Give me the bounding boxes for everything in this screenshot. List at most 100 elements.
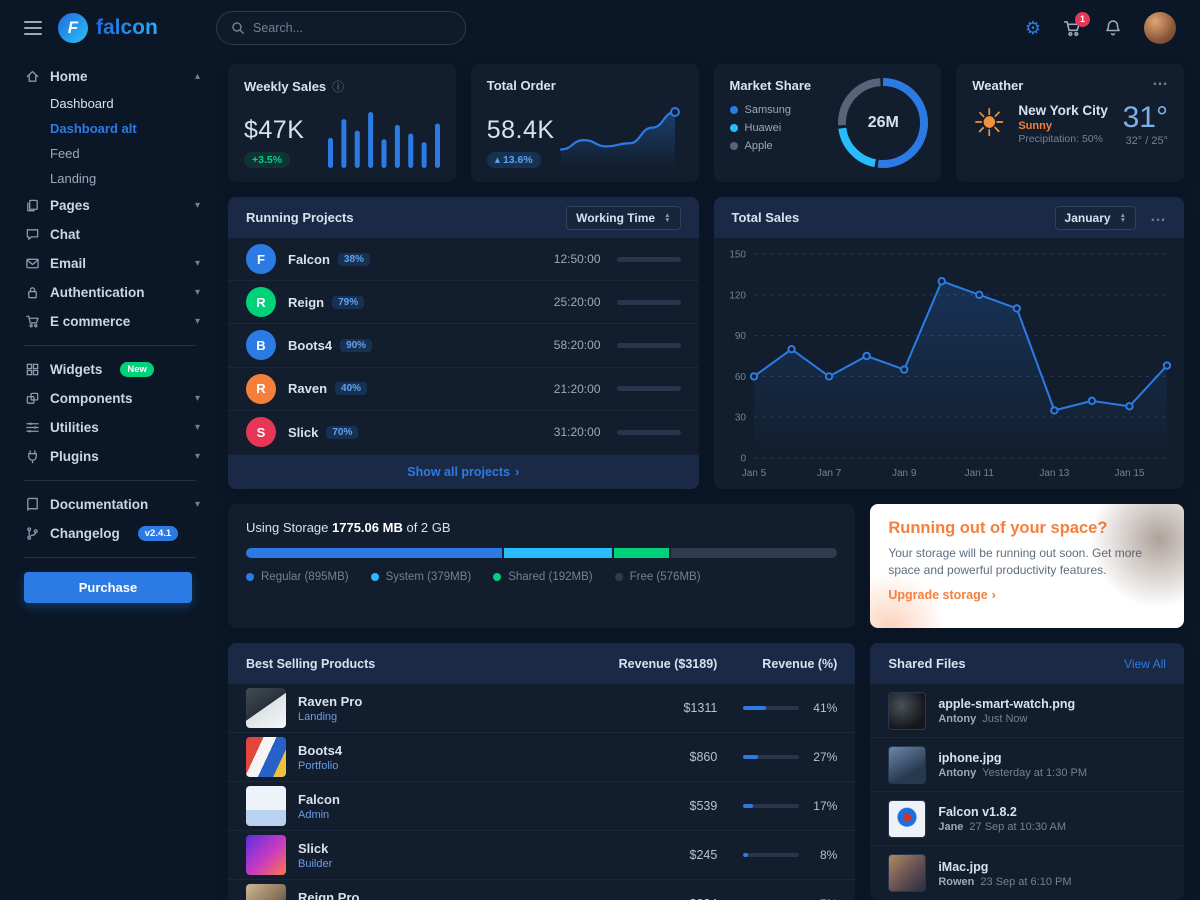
weekly-sales-change-badge: +3.5% bbox=[244, 152, 291, 168]
working-time-select[interactable]: Working Time ▲ ▼ bbox=[566, 205, 681, 230]
legend-item: Apple bbox=[729, 140, 926, 152]
sidebar-item-dashboard-alt[interactable]: Dashboard alt bbox=[50, 121, 137, 136]
sidebar-item-plugins[interactable]: Plugins ▾ bbox=[0, 442, 216, 471]
sidebar-toggle-button[interactable] bbox=[24, 21, 42, 35]
notifications-button[interactable] bbox=[1104, 19, 1122, 37]
shared-file-row[interactable]: apple-smart-watch.png Antony Just Now bbox=[870, 684, 1184, 738]
legend-dot bbox=[246, 572, 254, 581]
settings-gear-icon[interactable]: ⚙ bbox=[1024, 18, 1041, 38]
sidebar-item-label: Authentication bbox=[50, 285, 145, 300]
product-row[interactable]: Slick Builder $245 8% bbox=[228, 831, 856, 880]
market-share-card: Market Share Samsung Huawei Apple 26M bbox=[713, 64, 942, 182]
sidebar-item-landing[interactable]: Landing bbox=[50, 171, 97, 186]
legend-item: Free (576MB) bbox=[614, 571, 701, 583]
plugins-icon bbox=[24, 449, 40, 464]
product-row[interactable]: Boots4 Portfolio $860 27% bbox=[228, 733, 856, 782]
search-box bbox=[216, 11, 466, 45]
sidebar-item-label: Changelog bbox=[50, 526, 120, 541]
chevron-down-icon: ▾ bbox=[194, 451, 200, 462]
product-category-link[interactable]: Landing bbox=[298, 710, 338, 723]
revenue-progress bbox=[743, 706, 800, 710]
weekly-sales-body: $47K +3.5% bbox=[244, 110, 440, 168]
product-thumbnail bbox=[246, 737, 286, 777]
product-revenue: $234 bbox=[577, 897, 718, 900]
weather-card: Weather … ☀ New York City Sunny Precipit… bbox=[956, 64, 1184, 182]
project-row[interactable]: S Slick 70% 31:20:00 bbox=[228, 411, 699, 454]
cart-button[interactable]: 1 bbox=[1063, 11, 1090, 38]
product-category-link[interactable]: Builder bbox=[298, 857, 333, 870]
project-row[interactable]: R Raven 40% 21:20:00 bbox=[228, 368, 699, 411]
top-navbar: F falcon ⚙ 1 bbox=[0, 0, 1200, 56]
storage-label: Using Storage 1775.06 MB of 2 GB bbox=[246, 520, 451, 535]
pages-icon bbox=[24, 198, 40, 213]
navbar-left: F falcon bbox=[0, 13, 216, 43]
project-name: Slick bbox=[288, 424, 319, 440]
shared-file-row[interactable]: iMac.jpg Rowen 23 Sep at 6:10 PM bbox=[870, 846, 1184, 900]
shared-file-row[interactable]: Falcon v1.8.2 Jane 27 Sep at 10:30 AM bbox=[870, 792, 1184, 846]
product-row[interactable]: Falcon Admin $539 17% bbox=[228, 782, 856, 831]
sidebar-item-dashboard[interactable]: Dashboard bbox=[50, 96, 114, 111]
sidebar-item-changelog[interactable]: Changelog v2.4.1 bbox=[0, 519, 216, 548]
month-select[interactable]: January ▲ ▼ bbox=[1054, 205, 1136, 230]
sidebar-item-label: Pages bbox=[50, 198, 90, 213]
project-row[interactable]: B Boots4 90% 58:20:00 bbox=[228, 324, 699, 368]
total-order-value: 58.4K bbox=[486, 116, 555, 144]
project-row[interactable]: R Reign 79% 25:20:00 bbox=[228, 281, 699, 325]
sidebar-item-email[interactable]: Email ▾ bbox=[0, 249, 216, 278]
sidebar-item-components[interactable]: Components ▾ bbox=[0, 384, 216, 413]
shared-file-row[interactable]: iphone.jpg Antony Yesterday at 1:30 PM bbox=[870, 738, 1184, 792]
shared-files-card: Shared Files View All apple-smart-watch.… bbox=[870, 643, 1184, 900]
sidebar-item-ecommerce[interactable]: E commerce ▾ bbox=[0, 307, 216, 336]
total-sales-line-chart: 0 30 60 90 120 150 Jan 5 Jan 7 Jan 9 Jan 11 Jan 13… bbox=[720, 244, 1175, 482]
total-sales-controls: January ▲ ▼ … bbox=[1054, 205, 1166, 230]
svg-text:Jan 7: Jan 7 bbox=[816, 468, 841, 479]
version-badge: v2.4.1 bbox=[137, 526, 179, 541]
view-all-link[interactable]: View All bbox=[1124, 656, 1166, 671]
sidebar-item-home[interactable]: Home ▴ bbox=[0, 62, 216, 91]
search-input[interactable] bbox=[253, 21, 451, 35]
chevron-down-icon: ▾ bbox=[194, 422, 200, 433]
show-all-projects-link[interactable]: Show all projects › bbox=[228, 455, 699, 489]
sort-arrows-icon: ▲ ▼ bbox=[664, 211, 671, 224]
info-icon[interactable]: ⓘ bbox=[332, 80, 345, 94]
purchase-button[interactable]: Purchase bbox=[24, 572, 192, 603]
file-thumbnail bbox=[888, 799, 927, 838]
navbar-actions: ⚙ 1 bbox=[1024, 11, 1176, 44]
product-row[interactable]: Raven Pro Landing $1311 41% bbox=[228, 684, 856, 733]
sidebar-item-authentication[interactable]: Authentication ▾ bbox=[0, 278, 216, 307]
sidebar-item-feed[interactable]: Feed bbox=[50, 146, 80, 161]
sidebar-item-chat[interactable]: Chat bbox=[0, 220, 216, 249]
storage-card: Using Storage 1775.06 MB of 2 GB Regular… bbox=[228, 504, 856, 628]
user-avatar[interactable] bbox=[1144, 12, 1176, 44]
best-selling-card: Best Selling Products Revenue ($3189) Re… bbox=[228, 643, 856, 900]
product-category-link[interactable]: Portfolio bbox=[298, 759, 339, 772]
sidebar-item-utilities[interactable]: Utilities ▾ bbox=[0, 413, 216, 442]
sidebar-item-widgets[interactable]: Widgets New bbox=[0, 355, 216, 384]
svg-text:30: 30 bbox=[734, 413, 746, 424]
file-name: Falcon v1.8.2 bbox=[938, 805, 1017, 819]
more-options-icon[interactable]: … bbox=[1152, 72, 1168, 89]
file-owner: Rowen bbox=[938, 875, 975, 888]
more-options-icon[interactable]: … bbox=[1150, 208, 1166, 226]
sidebar-item-pages[interactable]: Pages ▾ bbox=[0, 191, 216, 220]
upgrade-storage-link[interactable]: Upgrade storage › bbox=[888, 587, 996, 602]
file-owner: Antony bbox=[938, 713, 977, 725]
project-percent-badge: 79% bbox=[332, 295, 365, 309]
svg-text:Jan 9: Jan 9 bbox=[891, 468, 916, 479]
sidebar-item-label: Plugins bbox=[50, 449, 99, 464]
product-category-link[interactable]: Admin bbox=[298, 808, 330, 821]
revenue-percent: 7% bbox=[809, 897, 837, 900]
brand-logo[interactable]: F falcon bbox=[58, 13, 158, 43]
shared-files-title: Shared Files bbox=[888, 656, 966, 671]
sidebar-item-documentation[interactable]: Documentation ▾ bbox=[0, 490, 216, 519]
file-thumbnail bbox=[888, 691, 927, 730]
product-row[interactable]: Reign ProAgency $234 7% bbox=[228, 880, 855, 900]
project-row[interactable]: F Falcon 38% 12:50:00 bbox=[228, 238, 699, 282]
total-order-spark-chart bbox=[555, 104, 683, 168]
product-thumbnail bbox=[246, 688, 286, 728]
weather-temperature: 31° bbox=[1122, 101, 1168, 134]
project-progress bbox=[616, 429, 681, 435]
home-icon bbox=[24, 69, 40, 84]
running-projects-card: Running Projects Working Time ▲ ▼ F Falco… bbox=[228, 197, 699, 489]
file-thumbnail bbox=[888, 745, 927, 784]
